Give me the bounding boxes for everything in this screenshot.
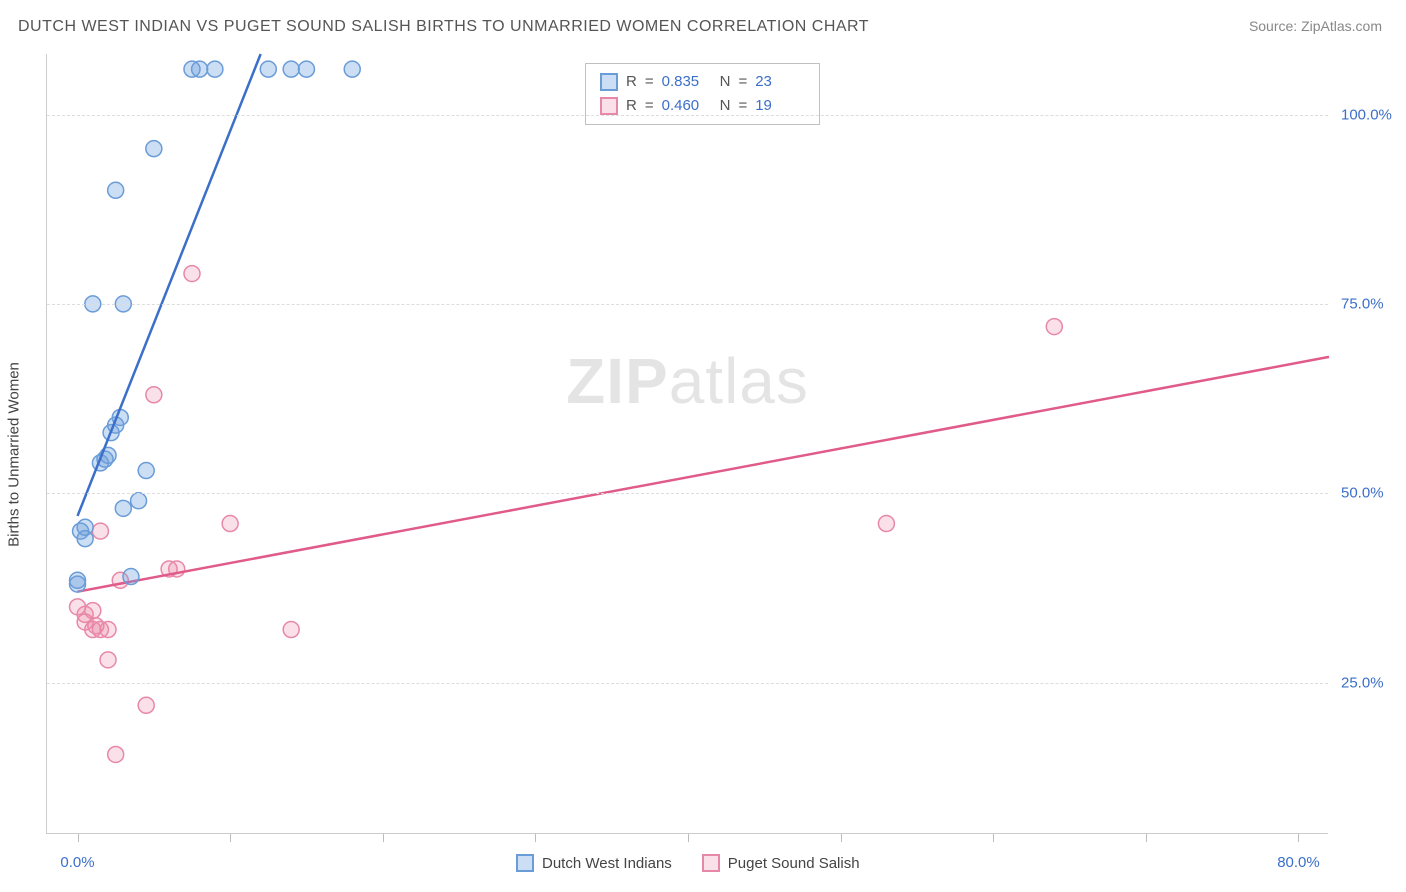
data-point-pink — [184, 266, 200, 282]
data-point-blue — [207, 61, 223, 77]
y-tick-label: 25.0% — [1341, 674, 1384, 691]
x-tick — [383, 834, 384, 842]
x-tick-label: 0.0% — [60, 854, 94, 871]
label-eq: = — [738, 70, 747, 94]
gridline-h — [47, 304, 1328, 305]
swatch-blue — [516, 854, 534, 872]
data-point-pink — [1046, 319, 1062, 335]
data-point-pink — [92, 523, 108, 539]
y-axis-title: Births to Unmarried Women — [6, 362, 23, 547]
data-point-pink — [138, 697, 154, 713]
swatch-blue — [600, 73, 618, 91]
data-point-blue — [108, 182, 124, 198]
data-point-pink — [108, 746, 124, 762]
data-point-blue — [123, 569, 139, 585]
gridline-h — [47, 683, 1328, 684]
x-tick — [535, 834, 536, 842]
y-tick-label: 75.0% — [1341, 295, 1384, 312]
x-tick — [1298, 834, 1299, 842]
label-N: N — [720, 70, 731, 94]
data-point-blue — [77, 531, 93, 547]
chart-svg — [47, 54, 1328, 833]
data-point-blue — [146, 141, 162, 157]
data-point-blue — [131, 493, 147, 509]
value-R-blue: 0.835 — [662, 70, 712, 94]
data-point-pink — [85, 603, 101, 619]
data-point-pink — [283, 622, 299, 638]
legend-correlation-box: R = 0.835 N = 23 R = 0.460 N = 19 — [585, 63, 820, 125]
swatch-pink — [702, 854, 720, 872]
x-tick — [688, 834, 689, 842]
data-point-pink — [146, 387, 162, 403]
x-tick — [78, 834, 79, 842]
trend-line-blue — [78, 54, 261, 516]
y-tick-label: 100.0% — [1341, 106, 1392, 123]
x-tick — [993, 834, 994, 842]
series-name-pink: Puget Sound Salish — [728, 855, 860, 872]
series-name-blue: Dutch West Indians — [542, 855, 672, 872]
source-credit: Source: ZipAtlas.com — [1249, 18, 1382, 34]
data-point-pink — [878, 516, 894, 532]
gridline-h — [47, 493, 1328, 494]
data-point-blue — [298, 61, 314, 77]
data-point-blue — [283, 61, 299, 77]
x-tick-label: 80.0% — [1277, 854, 1320, 871]
chart-container: DUTCH WEST INDIAN VS PUGET SOUND SALISH … — [0, 0, 1406, 892]
data-point-blue — [138, 463, 154, 479]
x-tick — [1146, 834, 1147, 842]
x-tick — [230, 834, 231, 842]
gridline-h — [47, 115, 1328, 116]
legend-row-blue: R = 0.835 N = 23 — [600, 70, 805, 94]
data-point-pink — [100, 652, 116, 668]
plot-area: ZIPatlas R = 0.835 N = 23 R = 0.460 N = … — [46, 54, 1328, 834]
label-eq: = — [645, 70, 654, 94]
data-point-pink — [222, 516, 238, 532]
value-N-blue: 23 — [755, 70, 805, 94]
data-point-blue — [260, 61, 276, 77]
data-point-blue — [344, 61, 360, 77]
data-point-blue — [70, 572, 86, 588]
legend-item-pink: Puget Sound Salish — [702, 854, 860, 872]
legend-item-blue: Dutch West Indians — [516, 854, 672, 872]
data-point-pink — [100, 622, 116, 638]
label-R: R — [626, 70, 637, 94]
x-tick — [841, 834, 842, 842]
swatch-pink — [600, 97, 618, 115]
data-point-blue — [115, 500, 131, 516]
data-point-blue — [192, 61, 208, 77]
y-tick-label: 50.0% — [1341, 485, 1384, 502]
legend-series: Dutch West Indians Puget Sound Salish — [516, 854, 860, 872]
chart-title: DUTCH WEST INDIAN VS PUGET SOUND SALISH … — [18, 18, 869, 36]
trend-line-pink — [78, 357, 1329, 592]
